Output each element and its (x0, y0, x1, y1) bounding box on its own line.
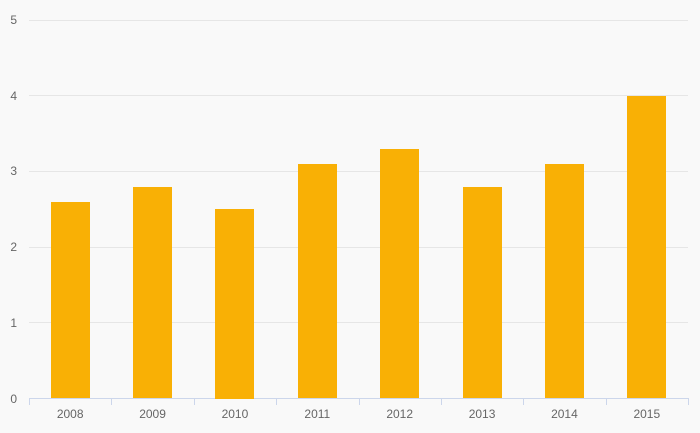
y-axis-label: 0 (10, 391, 17, 406)
y-axis-label: 2 (10, 240, 17, 255)
bar-2015[interactable] (627, 95, 667, 399)
y-gridline (29, 170, 688, 172)
bar-2009[interactable] (133, 186, 173, 399)
x-axis-label: 2010 (221, 406, 249, 421)
x-axis-label: 2014 (551, 406, 578, 421)
bar-2008[interactable] (50, 201, 90, 399)
x-axis-tick (605, 399, 607, 405)
x-axis-tick (276, 399, 278, 405)
x-axis-label: 2008 (56, 406, 84, 421)
y-axis-label: 3 (10, 164, 17, 179)
x-axis-label: 2015 (633, 406, 661, 421)
x-axis-tick (193, 399, 195, 405)
bar-2011[interactable] (297, 163, 337, 399)
x-axis-tick (29, 399, 30, 405)
x-axis-label: 2012 (386, 406, 414, 421)
x-axis-tick (688, 399, 689, 405)
bar-2010[interactable] (215, 209, 255, 399)
bar-2014[interactable] (544, 163, 584, 399)
x-axis-label: 2011 (304, 406, 331, 421)
x-axis-tick (358, 399, 360, 405)
x-axis-tick (523, 399, 525, 405)
x-axis-tick (111, 399, 113, 405)
x-axis-label: 2013 (468, 406, 496, 421)
y-axis-label: 4 (10, 88, 17, 103)
bar-2013[interactable] (462, 186, 502, 399)
y-gridline (29, 246, 688, 248)
x-axis-label: 2009 (139, 406, 166, 421)
x-axis-tick (440, 399, 442, 405)
y-gridline (29, 95, 688, 97)
bar-2012[interactable] (380, 148, 420, 399)
x-axis-line (29, 398, 689, 399)
y-gridline (29, 322, 688, 324)
y-axis-label: 1 (10, 315, 17, 330)
y-axis-label: 5 (10, 13, 17, 27)
y-gridline (29, 19, 688, 21)
